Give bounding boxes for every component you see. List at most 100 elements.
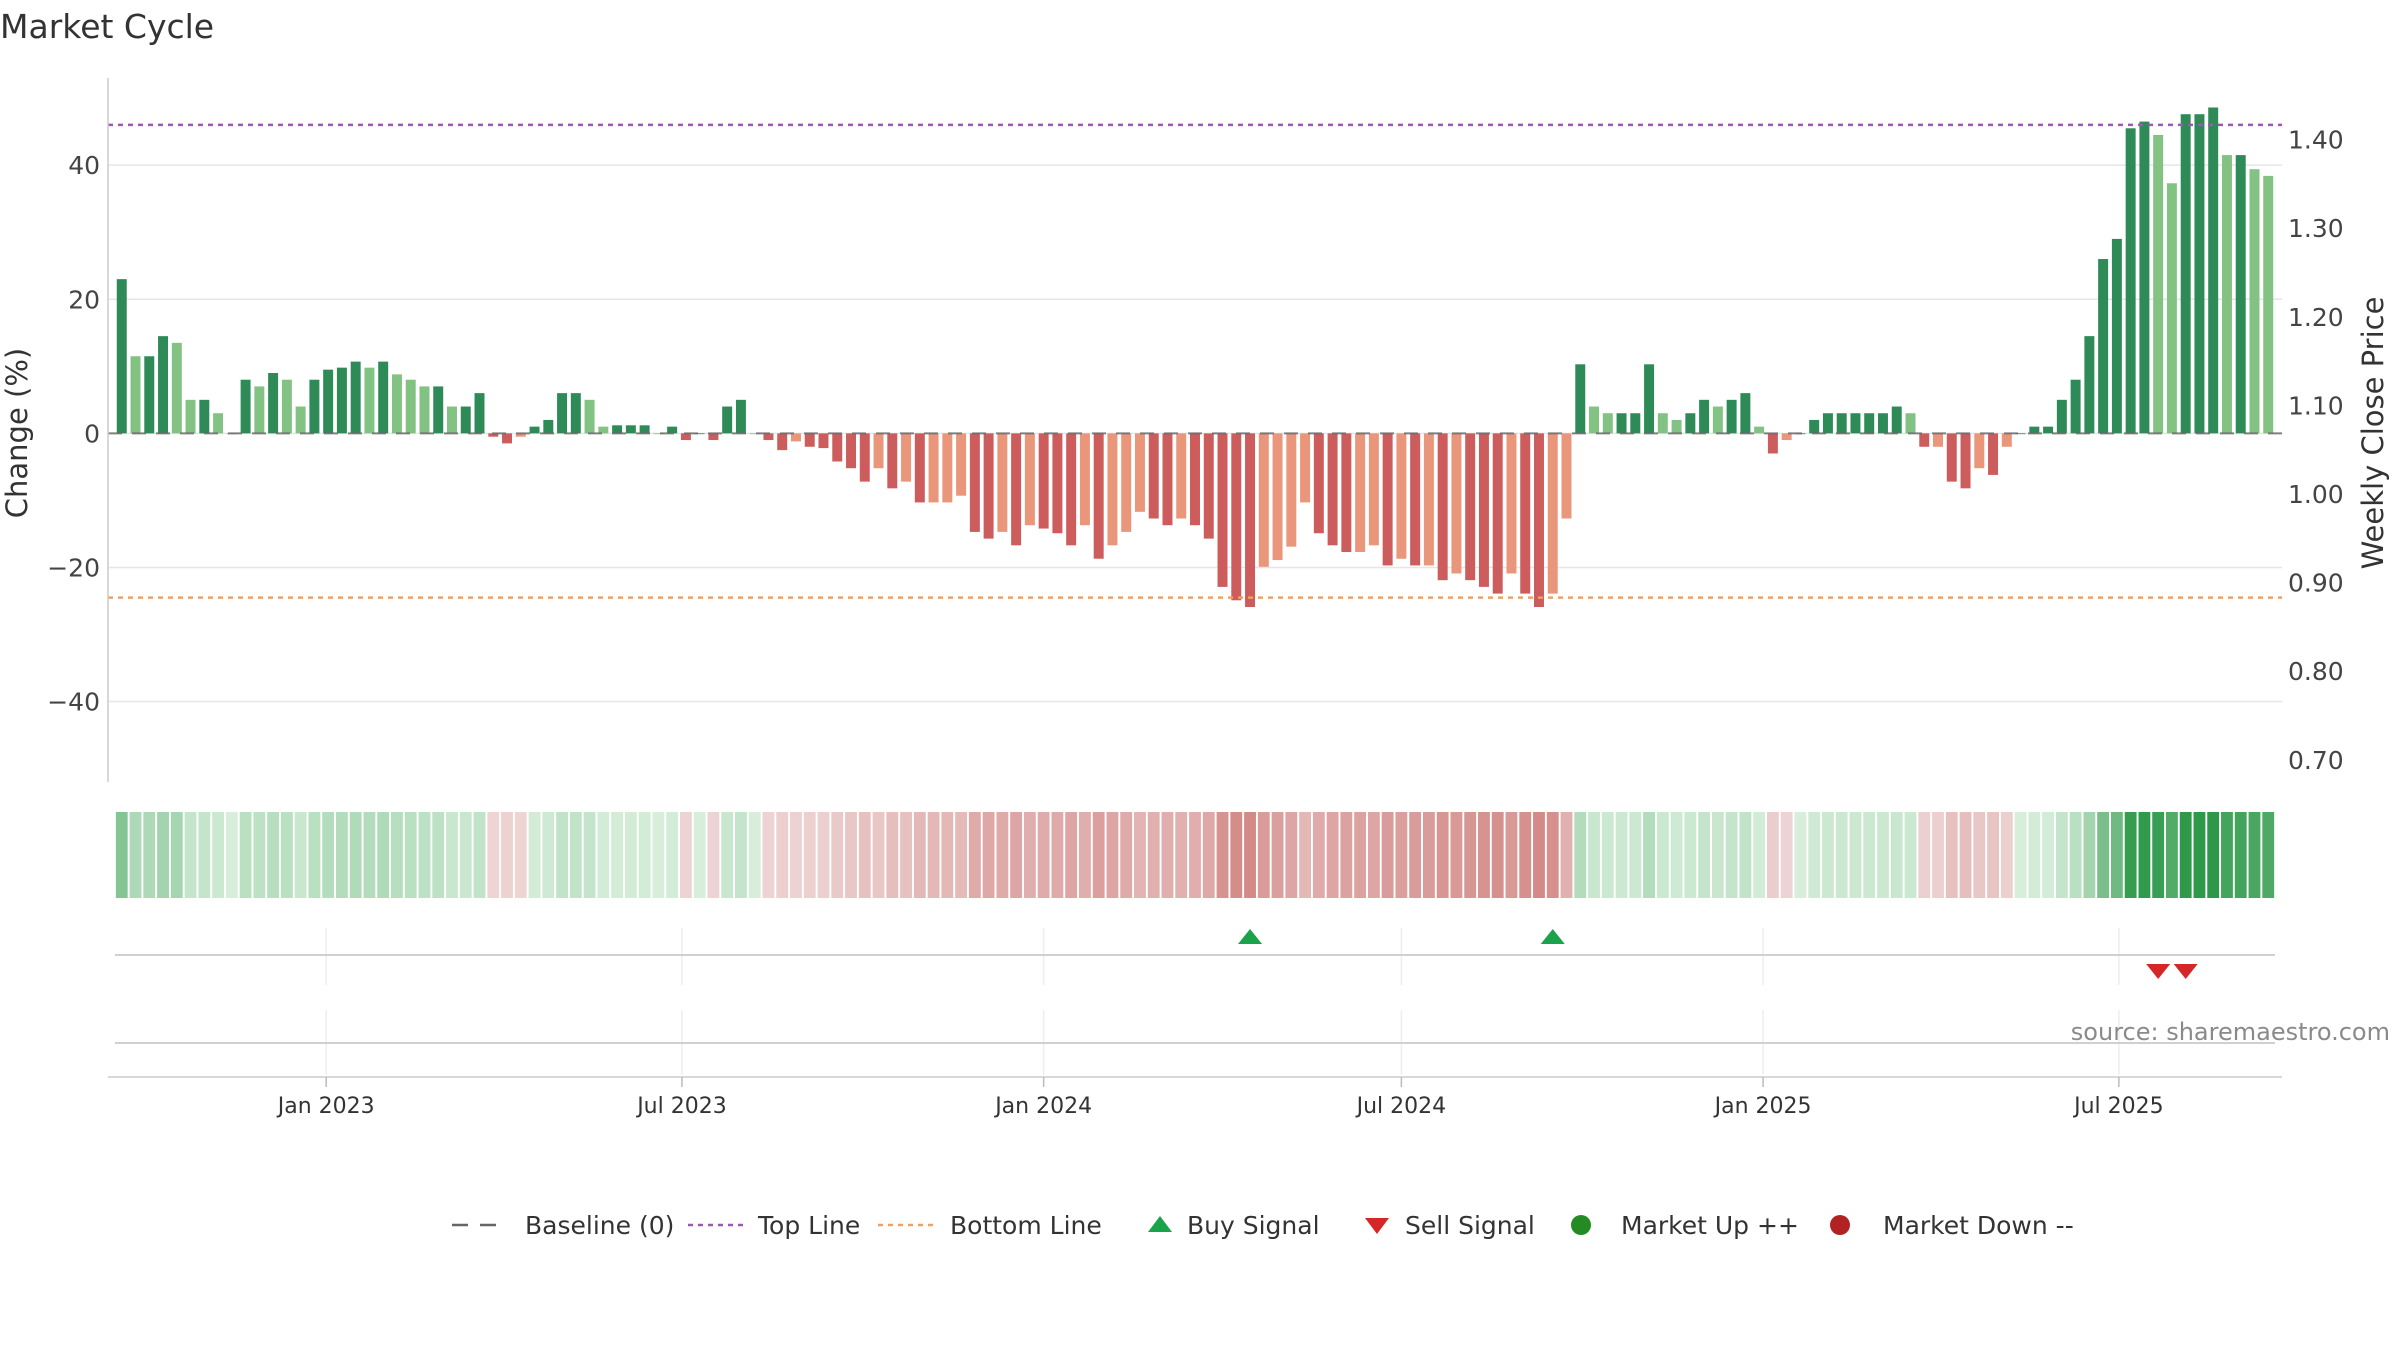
heat-cell [1533,812,1545,898]
change-bar [1245,433,1256,608]
legend-label: Market Up ++ [1621,1211,1799,1240]
change-bar [777,433,788,451]
heat-cell [1312,812,1325,898]
change-bar [1520,433,1531,594]
legend-item-bottom: Bottom Line [878,1211,1102,1240]
change-bar [1396,433,1407,559]
heat-cell [583,812,596,898]
heat-cell [1739,812,1752,898]
change-bar [1589,406,1600,434]
heat-cell [404,812,417,898]
change-bar [1121,433,1132,532]
heat-cell [1684,812,1697,898]
change-bar [667,426,678,434]
heat-cell [1134,812,1146,898]
change-bar [1712,406,1723,434]
change-bar [1919,433,1930,447]
heat-cell [473,812,486,898]
heat-cell [1615,812,1628,898]
heat-cell [2028,812,2041,898]
heat-cell [2221,812,2233,898]
heat-cell [1588,812,1600,898]
change-bar [2111,238,2122,434]
heat-cell [2166,812,2178,898]
heat-cell [831,812,844,898]
heat-cell [1175,812,1188,898]
heat-cell [184,812,197,898]
change-bar [1575,364,1586,434]
heat-cell [446,812,458,898]
heat-cell [198,812,211,898]
change-bar [2056,399,2067,434]
heat-cell [2262,812,2275,898]
heat-cell [955,812,968,898]
heat-cell [294,812,307,898]
heat-cell [280,812,293,898]
change-bar [1547,433,1558,594]
heat-cell [2097,812,2110,898]
legend-item-mup: Market Up ++ [1571,1211,1799,1240]
change-bar [625,425,636,434]
heat-cell [845,812,857,898]
heat-cell [391,812,403,898]
change-bar [364,367,375,434]
change-bar [1822,413,1833,434]
change-bar [942,433,953,503]
change-bar [323,369,334,434]
heat-cell [1546,812,1559,898]
y-tick-label: 0 [84,419,100,448]
heat-cell [1051,812,1064,898]
heat-cell [1959,812,1972,898]
change-bar [1176,433,1187,519]
legend-item-sell: Sell Signal [1365,1211,1535,1240]
heat-cell [748,812,761,898]
change-bar [1478,433,1489,587]
heat-cell [2152,812,2165,898]
y-tick-label: 20 [68,285,100,314]
heat-cell [679,812,692,898]
change-bar [281,379,292,434]
change-bar [1162,433,1173,526]
change-bar [433,386,444,434]
change-bar [460,406,471,434]
heat-cell [349,812,362,898]
heat-cell [1780,812,1793,898]
change-bar [749,433,760,435]
change-bar [1685,413,1696,434]
change-bar [1616,413,1627,434]
heat-cell [267,812,280,898]
change-bar [818,433,829,449]
heat-cell [1478,812,1490,898]
heat-cell [363,812,376,898]
heat-cell [1698,812,1711,898]
heat-cell [1849,812,1862,898]
legend-label: Sell Signal [1405,1211,1535,1240]
heat-cell [1643,812,1655,898]
change-bar [1355,433,1366,553]
sell-signal-marker [2146,964,2171,979]
legend-item-top: Top Line [688,1211,860,1240]
heat-cell [1161,812,1174,898]
change-bar [1602,413,1613,434]
heat-strip [115,812,2275,898]
change-bar [901,433,912,482]
change-bar [557,393,568,434]
change-bar [295,406,306,434]
change-bar [1699,399,1710,434]
change-bar [1093,433,1104,559]
change-bar [1492,433,1503,594]
heat-cell [1023,812,1036,898]
heat-cell [1711,812,1724,898]
change-bar [997,433,1008,532]
heat-cell [1409,812,1422,898]
x-tick-label: Jan 2023 [276,1094,375,1119]
heat-cell [803,812,816,898]
heat-cell [1753,812,1766,898]
change-bar [1740,393,1751,434]
change-bar [1079,433,1090,526]
legend-item-mdown: Market Down -- [1830,1211,2074,1240]
chart-title: Market Cycle [0,7,214,46]
heat-cell [1835,812,1848,898]
heat-cell [652,812,665,898]
change-bar [529,426,540,434]
